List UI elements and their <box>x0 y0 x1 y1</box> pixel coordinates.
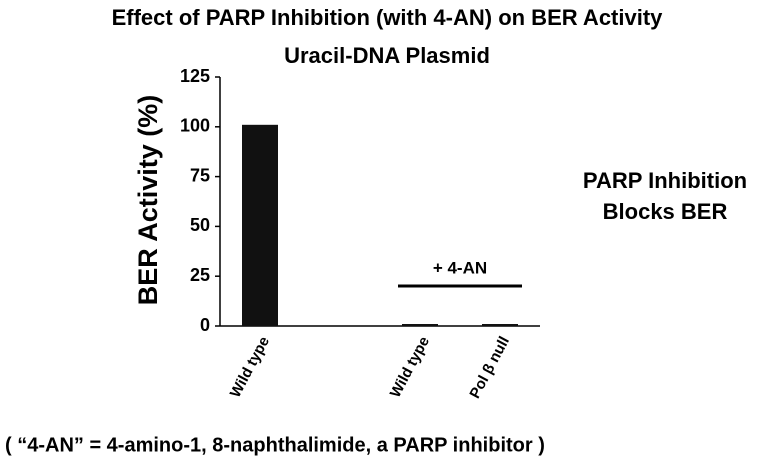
chart-subtitle: Uracil-DNA Plasmid <box>284 43 490 68</box>
annotation: + 4-AN <box>433 258 487 277</box>
y-tick-label: 75 <box>190 165 210 185</box>
y-tick-label: 100 <box>180 116 210 136</box>
bar <box>402 324 438 326</box>
footnote: ( “4-AN” = 4-amino-1, 8-naphthalimide, a… <box>5 434 545 456</box>
x-tick-label: Wild type <box>387 334 433 401</box>
y-axis-label: BER Activity (%) <box>133 95 163 306</box>
bar <box>482 324 518 326</box>
y-tick-label: 25 <box>190 265 210 285</box>
side-note: PARP Inhibition <box>583 168 747 193</box>
bar <box>242 124 278 326</box>
side-note: Blocks BER <box>603 199 728 224</box>
y-tick-label: 0 <box>200 315 210 335</box>
x-tick-label: Wild type <box>227 334 273 401</box>
x-tick-label: Pol β null <box>466 334 513 402</box>
y-tick-label: 125 <box>180 66 210 86</box>
chart-title: Effect of PARP Inhibition (with 4-AN) on… <box>112 5 664 30</box>
y-tick-label: 50 <box>190 215 210 235</box>
